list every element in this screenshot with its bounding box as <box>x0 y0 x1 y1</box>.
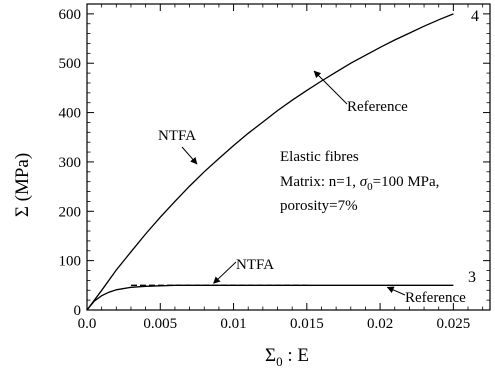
series-curve-4 <box>86 13 454 311</box>
plot-border <box>86 3 491 311</box>
annotation-reference-lower: Reference <box>405 290 466 306</box>
series-label-4: 4 <box>471 8 479 25</box>
annotation-arrows <box>181 70 406 296</box>
x-tick-label: 0.015 <box>290 316 324 332</box>
x-axis-label: Σ0 : E <box>265 345 309 369</box>
curves <box>86 13 454 311</box>
arrow-ntfa-lower <box>213 261 237 284</box>
arrow-ntfa-upper <box>181 146 198 165</box>
series-label-3: 3 <box>468 269 476 286</box>
info-line-1: Elastic fibres <box>280 149 359 165</box>
x-tick-label: 0.02 <box>367 316 393 332</box>
y-tick-label: 200 <box>59 204 82 220</box>
info-line-3: porosity=7% <box>280 198 358 214</box>
info-line-2-prefix: Matrix: n=1, <box>280 174 360 190</box>
annotation-reference-upper: Reference <box>347 99 408 115</box>
series-curve-3 <box>86 284 454 311</box>
info-sigma: σ <box>360 174 368 190</box>
annotation-ntfa-upper: NTFA <box>158 128 196 144</box>
x-tick-label: 0.005 <box>143 316 177 332</box>
info-line-2-suffix: =100 MPa, <box>373 174 440 190</box>
axis-ticks <box>86 4 490 311</box>
x-axis-label-main: Σ <box>265 345 276 366</box>
annotation-ntfa-lower: NTFA <box>236 257 274 273</box>
info-sigma-sub: 0 <box>367 181 373 193</box>
x-tick-label: 0.01 <box>220 316 246 332</box>
y-tick-label: 600 <box>59 7 82 23</box>
y-tick-label: 400 <box>59 106 82 122</box>
y-tick-label: 300 <box>59 155 82 171</box>
arrow-reference-lower <box>386 286 406 296</box>
plot-frame <box>86 3 491 311</box>
info-line-2: Matrix: n=1, σ0=100 MPa, <box>280 174 439 193</box>
y-tick-label: 0 <box>74 303 82 319</box>
x-axis-label-sub: 0 <box>276 354 283 369</box>
arrow-reference-upper <box>313 70 348 105</box>
y-tick-label: 100 <box>59 254 82 270</box>
x-tick-label: 0.0 <box>78 316 97 332</box>
y-tick-label: 500 <box>59 56 82 72</box>
tick-labels: 0.0 0.005 0.01 0.015 0.02 0.025 0 100 200 300 400 5… <box>59 7 471 332</box>
x-axis-label-rest: : E <box>283 345 309 366</box>
y-axis-label: Σ (MPa) <box>12 153 33 217</box>
x-tick-label: 0.025 <box>436 316 470 332</box>
